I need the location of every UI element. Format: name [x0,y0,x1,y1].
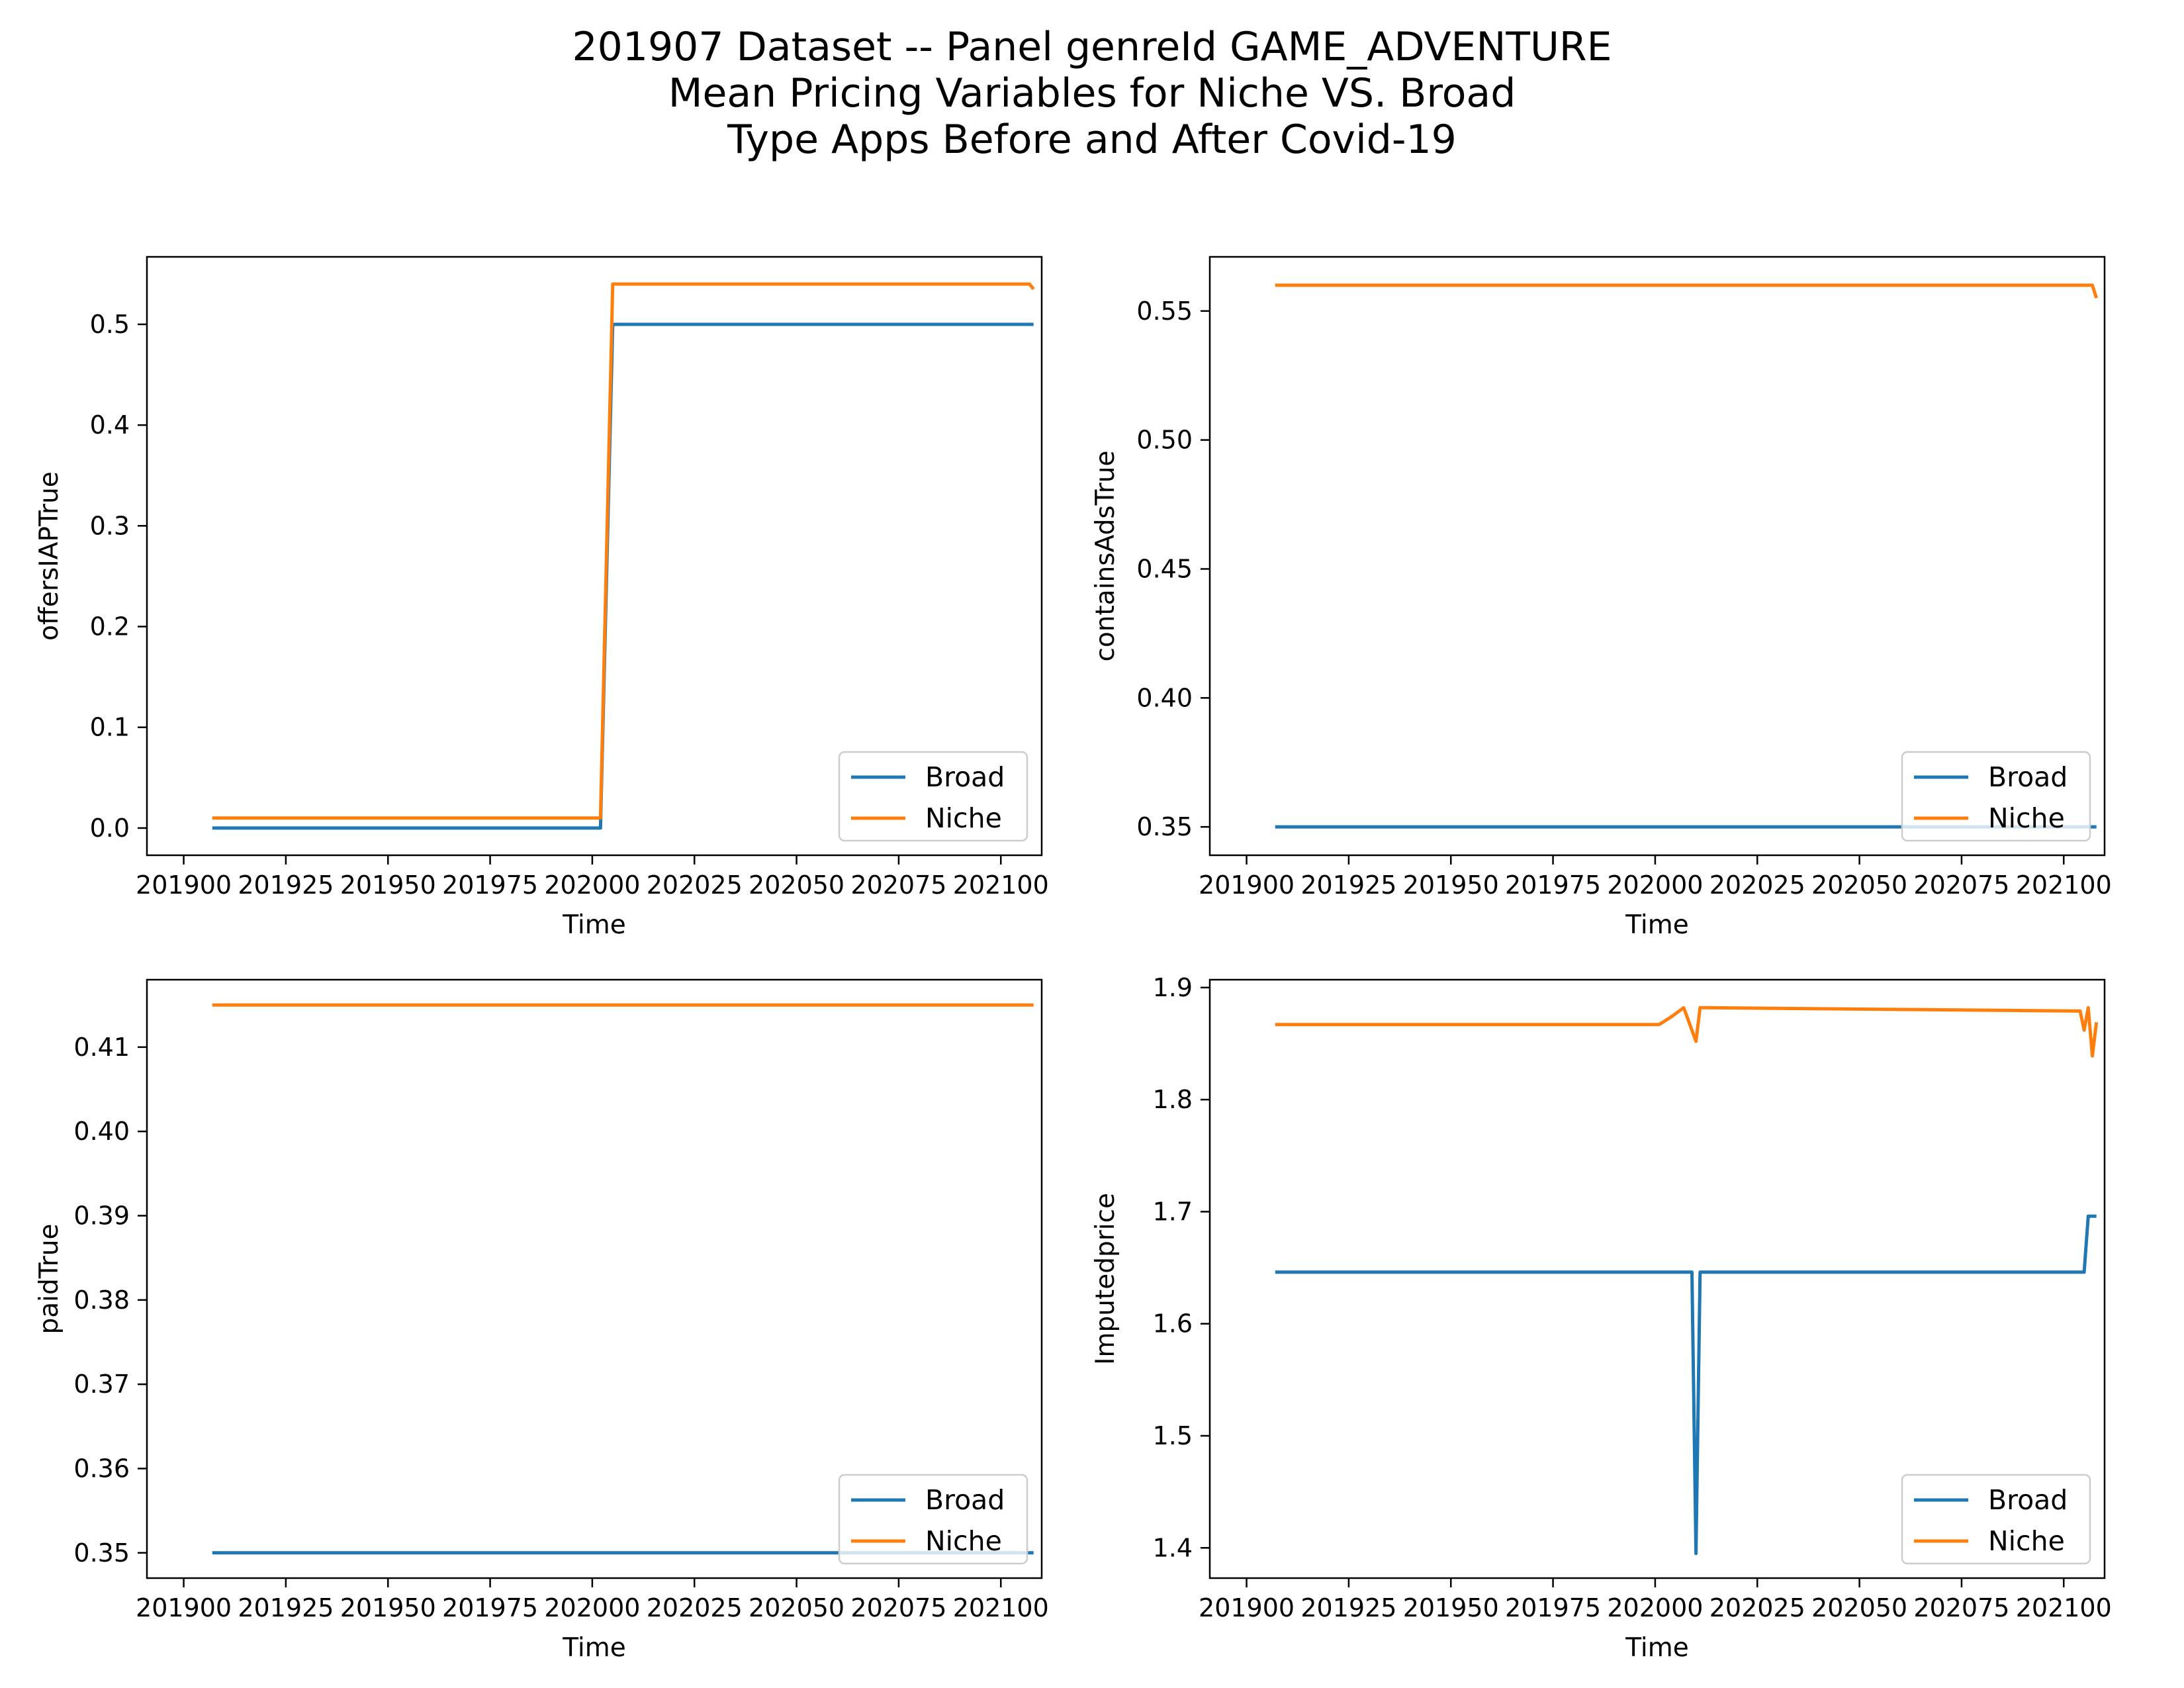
legend-label-broad: Broad [925,1484,1005,1516]
x-tick-label: 201925 [238,870,334,900]
y-tick-label: 0.3 [90,511,130,540]
x-tick-label: 201900 [1199,870,1295,900]
y-axis-label: containsAdsTrue [1091,451,1120,662]
figure-title: 201907 Dataset -- Panel genreId GAME_ADV… [0,24,2184,163]
x-tick-label: 202025 [1709,1593,1805,1622]
y-axis-label: paidTrue [34,1223,64,1334]
x-tick-label: 201950 [1403,870,1499,900]
y-tick-label: 0.1 [90,713,130,742]
y-tick-label: 0.39 [73,1201,130,1231]
x-tick-label: 201975 [442,870,538,900]
legend-label-niche: Niche [925,1525,1002,1557]
x-tick-label: 202000 [1607,870,1703,900]
y-tick-label: 0.40 [73,1117,130,1146]
x-tick-label: 201975 [1505,1593,1601,1622]
y-tick-label: 1.5 [1153,1421,1193,1450]
series-line-broad [1275,1214,2097,1556]
x-tick-label: 201925 [238,1593,334,1622]
x-tick-label: 202000 [544,870,640,900]
x-tick-label: 202100 [953,870,1049,900]
legend-label-niche: Niche [1988,1525,2065,1557]
series-line-niche [1275,1006,2099,1058]
x-tick-label: 202000 [544,1593,640,1622]
x-tick-label: 202075 [850,1593,946,1622]
chart-panel-bottom-left: 201900 201925 201950 201975 202000 202025 2020… [34,978,1049,1663]
legend-label-broad: Broad [1988,761,2068,793]
y-tick-label: 1.4 [1153,1533,1193,1562]
chart-panel-bottom-right: 201900 201925 201950 201975 202000 202025 2020… [1091,973,2112,1663]
x-tick-label: 201925 [1300,870,1396,900]
y-tick-label: 1.8 [1153,1085,1193,1114]
chart-panel-top-left: 201900 201925 201950 201975 202000 202025 2020… [34,256,1049,940]
y-tick-label: 0.0 [90,814,130,843]
axes-frame [146,978,1043,1579]
axes-frame [146,256,1043,857]
y-tick-label: 0.41 [73,1033,130,1062]
y-tick-label: 0.37 [73,1370,130,1399]
x-tick-label: 202050 [749,870,844,900]
x-tick-label: 201950 [340,870,436,900]
y-tick-label: 0.2 [90,612,130,641]
y-tick-label: 0.35 [73,1538,130,1568]
x-tick-label: 202100 [953,1593,1049,1622]
x-tick-label: 202075 [1913,870,2009,900]
x-tick-label: 202075 [1913,1593,2009,1622]
figure-title-line-1: 201907 Dataset -- Panel genreId GAME_ADV… [572,24,1612,70]
y-tick-label: 1.7 [1153,1197,1193,1226]
x-tick-label: 202050 [1811,1593,1907,1622]
axes-frame [1208,256,2106,857]
x-axis-label: Time [1625,1633,1688,1663]
y-tick-label: 1.6 [1153,1309,1193,1338]
series-line-niche [212,282,1035,820]
legend: Broad Niche [1901,1474,2091,1565]
x-axis-label: Time [562,910,625,940]
x-axis-label: Time [1625,910,1688,940]
axes-frame [1208,978,2106,1579]
legend-label-niche: Niche [1988,802,2065,834]
y-tick-label: 0.35 [1136,812,1193,841]
y-tick-label: 0.36 [73,1454,130,1483]
figure-title-line-2: Mean Pricing Variables for Niche VS. Bro… [668,70,1516,117]
x-tick-label: 201900 [136,870,232,900]
x-tick-label: 202025 [1709,870,1805,900]
legend-label-niche: Niche [925,802,1002,834]
x-tick-label: 201900 [1199,1593,1295,1622]
legend: Broad Niche [838,1474,1028,1565]
x-tick-label: 201950 [1403,1593,1499,1622]
y-tick-label: 0.50 [1136,426,1193,455]
x-axis-label: Time [562,1633,625,1663]
x-tick-label: 202050 [1811,870,1907,900]
y-axis-label: Imputedprice [1091,1193,1120,1365]
x-tick-label: 201975 [1505,870,1601,900]
x-tick-label: 201950 [340,1593,436,1622]
y-tick-label: 1.9 [1153,973,1193,1002]
x-tick-label: 202100 [2016,1593,2112,1622]
y-axis-label: offersIAPTrue [34,471,64,641]
legend-label-broad: Broad [1988,1484,2068,1516]
x-tick-label: 202100 [2016,870,2112,900]
y-tick-label: 0.55 [1136,297,1193,326]
x-tick-label: 201925 [1300,1593,1396,1622]
y-tick-label: 0.45 [1136,554,1193,583]
y-tick-label: 0.38 [73,1286,130,1315]
legend: Broad Niche [1901,751,2091,842]
chart-panel-top-right: 201900 201925 201950 201975 202000 202025 2020… [1091,256,2112,940]
series-line-niche [1275,283,2099,299]
y-tick-label: 0.40 [1136,683,1193,712]
y-tick-label: 0.5 [90,310,130,339]
y-tick-label: 0.4 [90,410,130,440]
legend: Broad Niche [838,751,1028,842]
legend-label-broad: Broad [925,761,1005,793]
x-tick-label: 202025 [647,870,743,900]
figure-title-line-3: Type Apps Before and After Covid-19 [727,117,1457,163]
x-tick-label: 202000 [1607,1593,1703,1622]
x-tick-label: 201975 [442,1593,538,1622]
x-tick-label: 202025 [647,1593,743,1622]
x-tick-label: 202075 [850,870,946,900]
x-tick-label: 201900 [136,1593,232,1622]
x-tick-label: 202050 [749,1593,844,1622]
